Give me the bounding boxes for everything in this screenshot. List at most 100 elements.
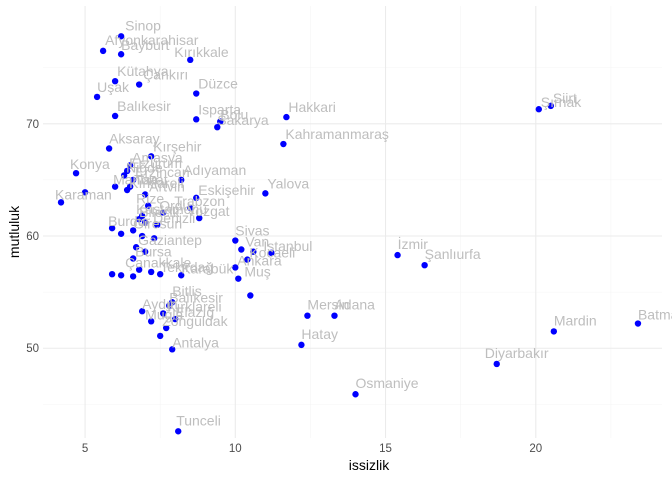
x-tick-label: 15 xyxy=(379,443,392,455)
data-point xyxy=(147,153,155,160)
data-point xyxy=(262,190,269,197)
y-axis-ticks: 50 60 70 xyxy=(26,119,39,355)
minor-gridlines xyxy=(43,6,662,438)
point-label: Batman xyxy=(638,307,672,323)
data-point xyxy=(135,215,143,223)
data-point xyxy=(117,33,125,40)
point-label: Bilecik xyxy=(139,204,180,220)
data-point xyxy=(394,251,401,259)
data-point xyxy=(238,246,245,253)
data-point xyxy=(93,93,101,101)
point-label: Balıkesir xyxy=(117,98,171,114)
data-point xyxy=(159,310,167,317)
data-point xyxy=(178,176,185,184)
data-point xyxy=(120,172,128,179)
point-label: Düzce xyxy=(198,76,238,92)
major-gridlines xyxy=(43,6,662,438)
point-label: Sakarya xyxy=(217,112,269,128)
data-point xyxy=(141,191,149,198)
point-label: Afyonkarahisar xyxy=(105,32,199,48)
data-point xyxy=(138,308,146,315)
point-label: Kırklareli xyxy=(129,175,183,191)
data-point xyxy=(57,199,65,206)
point-label: Kocaeli xyxy=(249,245,295,261)
point-label: Amasya xyxy=(132,149,183,165)
data-point xyxy=(132,244,140,251)
point-label: Bayburt xyxy=(121,37,169,53)
data-point xyxy=(111,183,119,190)
point-label: Konya xyxy=(70,156,110,172)
data-point xyxy=(150,235,158,242)
data-point xyxy=(99,47,107,55)
point-label: Adıyaman xyxy=(183,162,246,178)
data-point xyxy=(247,292,254,299)
data-point xyxy=(108,224,116,232)
point-label: Kahramanmaraş xyxy=(285,126,389,142)
point-label: Gaziantep xyxy=(138,232,202,248)
point-label: Antalya xyxy=(172,334,219,350)
point-label: Zonguldak xyxy=(162,313,228,329)
data-point xyxy=(280,140,287,148)
data-point xyxy=(123,167,131,175)
data-point xyxy=(111,112,119,120)
point-label: Tekirdağ xyxy=(160,259,213,275)
data-point xyxy=(193,194,200,202)
point-label: Sivas xyxy=(235,223,269,239)
point-label: Kırıkkale xyxy=(174,44,229,60)
point-label: Osmaniye xyxy=(356,375,419,391)
point-label: Artvin xyxy=(149,179,185,195)
point-label: Trabzon xyxy=(174,193,225,209)
data-point xyxy=(283,113,290,121)
point-label: Diyarbakır xyxy=(485,345,549,361)
data-point xyxy=(187,56,194,64)
data-point xyxy=(105,145,113,152)
data-point xyxy=(547,102,555,110)
data-point xyxy=(235,275,242,282)
data-point xyxy=(196,214,203,222)
point-label: Rize xyxy=(136,191,164,207)
point-label: İzmir xyxy=(398,235,429,252)
point-label: Isparta xyxy=(198,101,241,117)
point-label: Çanakkale xyxy=(125,255,191,271)
point-label: Muş xyxy=(244,264,270,280)
point-label: İstanbul xyxy=(263,237,312,254)
data-point xyxy=(129,227,137,234)
point-label: Manisa xyxy=(113,172,158,188)
data-point xyxy=(144,202,152,209)
point-label: Uşak xyxy=(97,79,130,95)
data-point xyxy=(304,312,311,319)
data-point xyxy=(550,328,558,335)
point-label: Kırklareli xyxy=(167,298,221,314)
data-point xyxy=(81,189,89,196)
point-label: Giresun xyxy=(133,215,182,231)
point-label: Elazığ xyxy=(175,304,214,320)
point-label: Yalova xyxy=(267,175,309,191)
data-point xyxy=(117,272,125,279)
data-point xyxy=(421,262,428,269)
point-label: Siirt xyxy=(553,90,577,106)
data-point xyxy=(178,272,185,279)
data-point xyxy=(634,320,642,327)
data-point xyxy=(147,268,155,276)
point-label: Hakkari xyxy=(288,99,335,115)
point-label: Aydın xyxy=(142,296,178,312)
data-point xyxy=(172,315,179,323)
point-label: Denizli xyxy=(153,210,195,226)
data-point xyxy=(162,324,170,332)
point-label: Kırşehir xyxy=(153,138,202,154)
data-point xyxy=(135,266,143,273)
point-label: Adana xyxy=(334,297,375,313)
data-point xyxy=(129,273,137,280)
y-tick-label: 60 xyxy=(26,231,39,243)
data-point xyxy=(214,123,221,131)
data-point xyxy=(135,81,143,88)
data-point xyxy=(187,204,194,212)
data-point xyxy=(175,428,182,435)
data-point xyxy=(193,90,200,97)
data-point xyxy=(141,248,149,255)
x-tick-label: 5 xyxy=(82,443,88,455)
data-point xyxy=(129,176,137,184)
